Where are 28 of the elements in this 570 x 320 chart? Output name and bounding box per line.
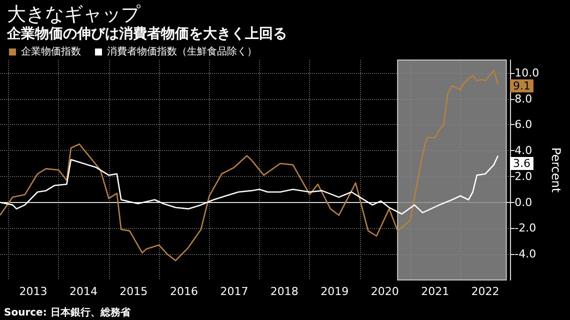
y-tick-label: 6.0 [514,118,532,132]
y-tick-label: -2.0 [514,222,536,235]
data-label: 9.1 [512,79,530,92]
x-tick-label: 2022 [471,285,500,298]
y-tick-label: 2.0 [514,170,532,183]
chart-title: 大きなギャップ [7,4,141,26]
x-tick-label: 2021 [421,285,450,298]
x-tick-label: 2016 [170,285,198,298]
line-series [0,70,499,262]
y-tick-label: 8.0 [514,92,532,106]
x-tick-label: 2017 [220,285,248,298]
y-tick-label: -4.0 [514,248,536,261]
x-tick-label: 2019 [320,285,349,298]
y-tick-label: 4.0 [514,144,532,158]
x-tick-label: 2015 [120,285,148,298]
line-series [0,155,499,215]
legend-label: 消費者物価指数（生鮮食品除く） [107,46,257,58]
y-tick-label: 0.0 [514,196,532,209]
chart-subtitle: 企業物価の伸びは消費者物価を大きく上回る [6,26,287,42]
source-note: Source: 日本銀行、総務省 [4,306,132,318]
x-tick-label: 2020 [370,285,399,298]
legend-label: 企業物価指数 [21,46,81,58]
y-axis-title: Percent [549,147,563,193]
x-tick-label: 2013 [19,285,48,298]
y-tick-label: 10.0 [514,66,540,80]
x-tick-label: 2014 [69,285,98,298]
data-label: 3.6 [512,157,530,170]
x-tick-label: 2018 [270,285,298,298]
